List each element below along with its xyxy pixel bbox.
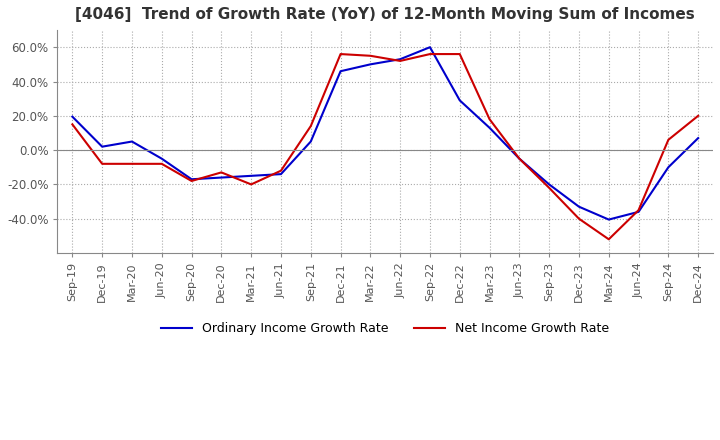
Ordinary Income Growth Rate — [604, 217, 613, 222]
Net Income Growth Rate — [694, 113, 703, 118]
Ordinary Income Growth Rate — [68, 114, 77, 119]
Net Income Growth Rate — [634, 208, 643, 213]
Net Income Growth Rate — [98, 161, 107, 166]
Net Income Growth Rate — [127, 161, 136, 166]
Ordinary Income Growth Rate — [575, 204, 583, 209]
Net Income Growth Rate — [664, 137, 672, 143]
Ordinary Income Growth Rate — [158, 156, 166, 161]
Legend: Ordinary Income Growth Rate, Net Income Growth Rate: Ordinary Income Growth Rate, Net Income … — [156, 317, 614, 341]
Net Income Growth Rate — [158, 161, 166, 166]
Net Income Growth Rate — [604, 237, 613, 242]
Net Income Growth Rate — [336, 51, 345, 57]
Title: [4046]  Trend of Growth Rate (YoY) of 12-Month Moving Sum of Incomes: [4046] Trend of Growth Rate (YoY) of 12-… — [76, 7, 695, 22]
Net Income Growth Rate — [545, 185, 554, 191]
Ordinary Income Growth Rate — [515, 156, 523, 161]
Ordinary Income Growth Rate — [485, 125, 494, 130]
Net Income Growth Rate — [575, 216, 583, 221]
Ordinary Income Growth Rate — [217, 175, 225, 180]
Ordinary Income Growth Rate — [187, 176, 196, 182]
Net Income Growth Rate — [515, 156, 523, 161]
Net Income Growth Rate — [217, 170, 225, 175]
Net Income Growth Rate — [426, 51, 434, 57]
Net Income Growth Rate — [187, 178, 196, 183]
Ordinary Income Growth Rate — [634, 209, 643, 214]
Ordinary Income Growth Rate — [396, 57, 405, 62]
Ordinary Income Growth Rate — [276, 172, 285, 177]
Ordinary Income Growth Rate — [664, 165, 672, 170]
Ordinary Income Growth Rate — [247, 173, 256, 179]
Net Income Growth Rate — [456, 51, 464, 57]
Ordinary Income Growth Rate — [336, 69, 345, 74]
Net Income Growth Rate — [68, 122, 77, 127]
Ordinary Income Growth Rate — [366, 62, 374, 67]
Ordinary Income Growth Rate — [426, 44, 434, 50]
Net Income Growth Rate — [247, 182, 256, 187]
Line: Ordinary Income Growth Rate: Ordinary Income Growth Rate — [73, 47, 698, 220]
Net Income Growth Rate — [366, 53, 374, 59]
Ordinary Income Growth Rate — [98, 144, 107, 149]
Ordinary Income Growth Rate — [694, 136, 703, 141]
Net Income Growth Rate — [307, 124, 315, 129]
Ordinary Income Growth Rate — [545, 182, 554, 187]
Ordinary Income Growth Rate — [456, 98, 464, 103]
Ordinary Income Growth Rate — [127, 139, 136, 144]
Net Income Growth Rate — [276, 168, 285, 173]
Ordinary Income Growth Rate — [307, 139, 315, 144]
Net Income Growth Rate — [396, 58, 405, 63]
Line: Net Income Growth Rate: Net Income Growth Rate — [73, 54, 698, 239]
Net Income Growth Rate — [485, 117, 494, 122]
